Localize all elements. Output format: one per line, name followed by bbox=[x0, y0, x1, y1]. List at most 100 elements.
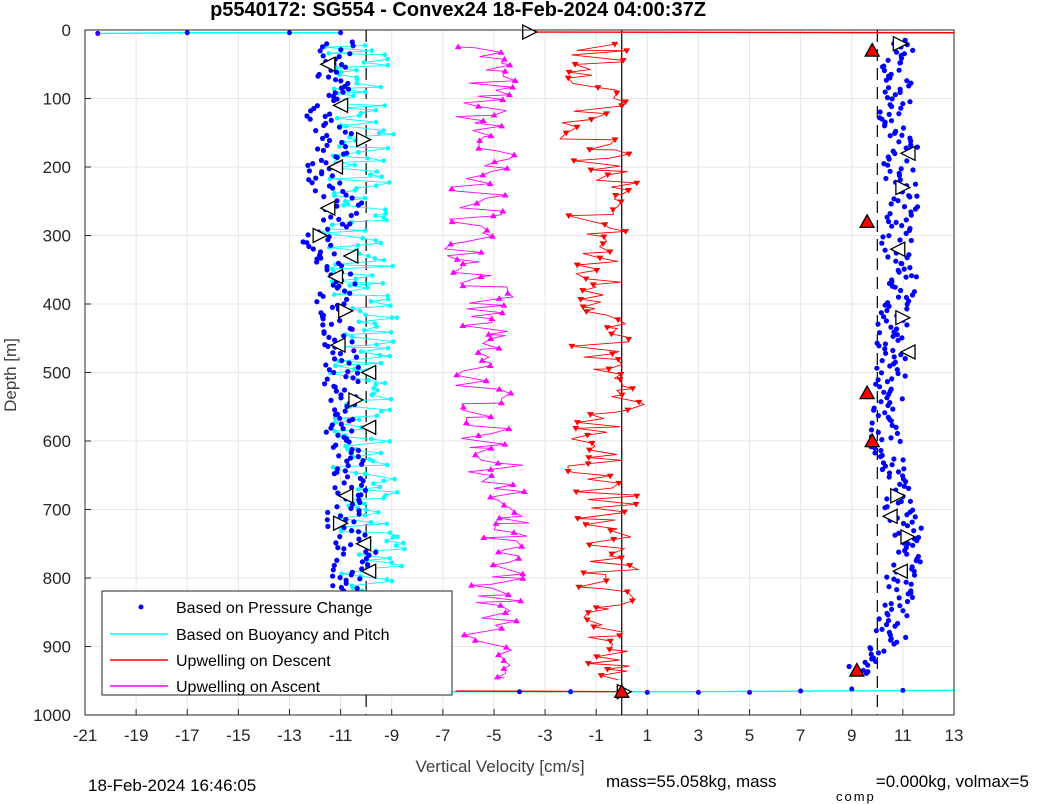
buoyancy-pitch-point bbox=[369, 273, 375, 278]
pressure-change-point bbox=[348, 505, 354, 511]
upwelling-descent-point bbox=[623, 589, 631, 596]
upwelling-ascent-point bbox=[495, 548, 503, 555]
buoyancy-pitch-point bbox=[332, 292, 337, 297]
pressure-change-point bbox=[347, 221, 353, 227]
upwelling-ascent-point bbox=[510, 509, 518, 515]
upwelling-descent-point bbox=[575, 584, 583, 591]
pressure-change-point bbox=[898, 55, 905, 61]
x-tick-label: -15 bbox=[226, 726, 251, 745]
buoyancy-pitch-point bbox=[347, 135, 352, 140]
pressure-change-point bbox=[889, 223, 895, 229]
y-tick-label: 200 bbox=[43, 158, 71, 177]
pressure-change-point bbox=[343, 516, 349, 523]
pressure-change-point bbox=[353, 354, 359, 360]
pressure-change-point bbox=[313, 128, 319, 134]
upwelling-descent-point bbox=[629, 386, 637, 392]
pressure-change-point bbox=[891, 562, 897, 568]
buoyancy-pitch-point bbox=[331, 86, 337, 92]
upwelling-ascent-point bbox=[475, 432, 483, 438]
buoyancy-pitch-point bbox=[402, 546, 407, 552]
buoyancy-pitch-point bbox=[338, 528, 344, 534]
x-tick-label: -1 bbox=[589, 726, 604, 745]
comp-subscript: comp bbox=[836, 789, 876, 804]
pressure-change-point bbox=[893, 258, 899, 264]
pressure-change-point bbox=[341, 387, 348, 393]
upwelling-ascent-point bbox=[468, 582, 476, 588]
pressure-change-point bbox=[350, 375, 356, 381]
pressure-change-point bbox=[328, 117, 334, 123]
upwelling-descent-point bbox=[616, 633, 624, 640]
upwelling-descent-point bbox=[587, 167, 595, 174]
pressure-change-point bbox=[327, 111, 333, 117]
pressure-change-point bbox=[332, 485, 338, 491]
pressure-change-point bbox=[355, 529, 362, 535]
upwelling-descent-point bbox=[606, 638, 614, 645]
pressure-change-point bbox=[901, 483, 908, 489]
upwelling-ascent-point bbox=[506, 61, 514, 68]
y-tick-label: 100 bbox=[43, 90, 71, 109]
pressure-change-point bbox=[328, 397, 334, 403]
pressure-change-point bbox=[343, 224, 350, 230]
upwelling-ascent-point bbox=[454, 43, 462, 50]
buoyancy-pitch-point bbox=[372, 256, 378, 261]
buoyancy-pitch-point bbox=[352, 162, 358, 168]
pressure-change-point bbox=[891, 456, 897, 462]
pressure-change-point bbox=[331, 562, 337, 568]
pressure-change-point bbox=[888, 601, 894, 607]
pressure-change-point bbox=[881, 648, 887, 654]
pressure-change-point bbox=[904, 301, 910, 307]
upwelling-ascent-point bbox=[459, 260, 467, 266]
pressure-change-point bbox=[338, 421, 344, 427]
pressure-change-point bbox=[344, 458, 350, 464]
pressure-change-point bbox=[326, 367, 332, 373]
pressure-change-point bbox=[345, 86, 352, 92]
surface-spike-point bbox=[95, 30, 101, 36]
pressure-change-point bbox=[904, 255, 910, 261]
pressure-change-point bbox=[345, 463, 351, 469]
buoyancy-pitch-point bbox=[383, 207, 388, 212]
upwelling-descent-point bbox=[588, 440, 596, 447]
pressure-change-point bbox=[902, 356, 908, 362]
ascent-marker bbox=[892, 35, 909, 52]
buoyancy-pitch-point bbox=[378, 84, 384, 90]
pressure-change-point bbox=[324, 376, 330, 382]
upwelling-ascent-point bbox=[498, 122, 506, 129]
buoyancy-pitch-point bbox=[332, 193, 337, 199]
upwelling-ascent-point bbox=[475, 144, 483, 151]
pressure-change-point bbox=[904, 78, 910, 84]
pressure-change-point bbox=[893, 219, 899, 225]
pressure-change-point bbox=[871, 407, 877, 413]
pressure-change-point bbox=[306, 168, 312, 174]
pressure-change-point bbox=[338, 85, 345, 91]
pressure-change-point bbox=[883, 175, 889, 182]
upwelling-descent-point bbox=[585, 455, 593, 461]
buoyancy-pitch-point bbox=[357, 113, 362, 118]
buoyancy-pitch-point bbox=[369, 436, 374, 442]
pressure-change-point bbox=[895, 370, 901, 377]
pressure-change-point bbox=[900, 520, 907, 527]
upwelling-descent-point bbox=[580, 570, 588, 577]
pressure-change-point bbox=[337, 415, 343, 421]
pressure-change-point bbox=[906, 83, 912, 89]
pressure-change-point bbox=[908, 581, 914, 587]
descent-marker bbox=[348, 391, 365, 408]
y-tick-label: 600 bbox=[43, 432, 71, 451]
pressure-change-point bbox=[341, 546, 347, 552]
buoyancy-pitch-point bbox=[366, 253, 371, 259]
pressure-change-point bbox=[355, 492, 361, 498]
y-tick-label: 0 bbox=[62, 21, 71, 40]
buoyancy-pitch-point bbox=[356, 319, 362, 325]
pressure-change-point bbox=[323, 362, 329, 368]
markers-layer bbox=[312, 24, 917, 700]
pressure-change-point bbox=[904, 322, 910, 328]
upwelling-ascent-point bbox=[500, 302, 508, 308]
bottom-spike-point bbox=[900, 687, 906, 693]
pressure-change-point bbox=[362, 532, 368, 538]
upwelling-ascent-point bbox=[487, 444, 495, 451]
buoyancy-pitch-point bbox=[353, 470, 359, 476]
pressure-change-point bbox=[338, 395, 344, 401]
upwelling-ascent-point bbox=[448, 185, 456, 192]
pressure-change-point bbox=[886, 233, 892, 239]
pressure-change-point bbox=[335, 545, 341, 551]
pressure-change-point bbox=[335, 432, 341, 438]
